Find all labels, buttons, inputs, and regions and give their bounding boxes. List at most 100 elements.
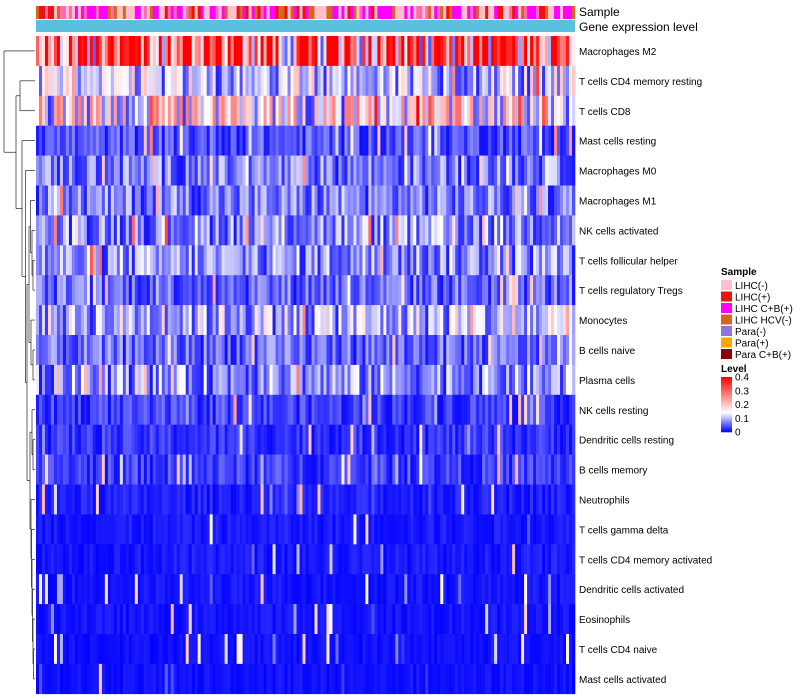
heatmap-cell: [377, 305, 381, 336]
heatmap-cell: [140, 454, 145, 485]
sample-annotation-cell: [242, 6, 246, 19]
heatmap-cell: [239, 305, 243, 336]
heatmap-cell: [218, 454, 222, 485]
heatmap-cell: [374, 275, 378, 306]
heatmap-cell: [374, 305, 378, 336]
heatmap-cell: [371, 95, 375, 126]
heatmap-cell: [287, 125, 291, 156]
heatmap-cell: [506, 155, 510, 186]
heatmap-cell: [233, 424, 237, 455]
heatmap-cell: [419, 95, 423, 126]
heatmap-cell: [332, 544, 336, 575]
heatmap-cell: [113, 65, 118, 97]
heatmap-cell: [80, 95, 85, 126]
heatmap-cell: [149, 364, 154, 396]
heatmap-cell: [365, 185, 369, 216]
heatmap-cell: [281, 364, 285, 396]
heatmap-cell: [218, 574, 222, 605]
heatmap-cell: [185, 185, 190, 216]
heatmap-cell: [83, 514, 88, 545]
heatmap-cell: [44, 544, 49, 575]
sample-annotation-cell: [122, 6, 127, 19]
heatmap-cell: [371, 36, 375, 67]
heatmap-cell: [524, 634, 528, 665]
heatmap-cell: [353, 95, 357, 126]
heatmap-cell: [368, 155, 372, 186]
heatmap-cell: [371, 185, 375, 216]
heatmap-cell: [389, 275, 393, 306]
sample-annotation-cell: [206, 6, 210, 19]
heatmap-cell: [338, 544, 342, 575]
heatmap-cell: [509, 215, 513, 246]
sample-annotation-cell: [89, 6, 94, 19]
heatmap-cell: [458, 663, 462, 695]
heatmap-cell: [263, 454, 267, 485]
heatmap-cell: [461, 604, 465, 635]
heatmap-cell: [215, 484, 219, 515]
heatmap-cell: [371, 335, 375, 366]
heatmap-cell: [257, 364, 261, 396]
heatmap-cell: [119, 454, 124, 485]
heatmap-cell: [245, 604, 249, 635]
heatmap-cell: [203, 514, 207, 545]
heatmap-cell: [446, 36, 450, 67]
heatmap-cell: [227, 65, 231, 97]
heatmap-cell: [506, 514, 510, 545]
heatmap-cell: [557, 155, 561, 186]
heatmap-cell: [143, 424, 148, 455]
heatmap-cell: [146, 335, 151, 366]
heatmap-cell: [209, 364, 213, 396]
heatmap-cell: [470, 65, 474, 97]
heatmap-cell: [380, 215, 384, 246]
heatmap-cell: [506, 65, 510, 97]
heatmap-cell: [227, 454, 231, 485]
sample-annotation-cell: [518, 6, 522, 19]
heatmap-cell: [44, 305, 49, 336]
heatmap-cell: [527, 604, 531, 635]
heatmap-cell: [350, 484, 354, 515]
heatmap-cell: [281, 634, 285, 665]
heatmap-cell: [68, 275, 73, 306]
heatmap-cell: [296, 215, 300, 246]
level-gradient-step: [721, 421, 732, 423]
heatmap-cell: [545, 574, 549, 605]
level-gradient-step: [721, 404, 732, 407]
heatmap-cell: [386, 65, 390, 97]
heatmap-cell: [386, 424, 390, 455]
heatmap-cell: [218, 663, 222, 695]
heatmap-cell: [365, 245, 369, 276]
heatmap-cell: [488, 424, 492, 455]
heatmap-cell: [272, 65, 276, 97]
heatmap-cell: [338, 424, 342, 455]
heatmap-cell: [422, 634, 426, 665]
heatmap-cell: [395, 215, 399, 246]
heatmap-cell: [74, 544, 79, 575]
heatmap-cell: [176, 484, 181, 515]
heatmap-cell: [524, 65, 528, 97]
heatmap-cell: [554, 634, 558, 665]
heatmap-cell: [314, 514, 318, 545]
heatmap-cell: [386, 574, 390, 605]
heatmap-cell: [236, 155, 240, 186]
heatmap-cell: [104, 544, 109, 575]
heatmap-cell: [539, 65, 543, 97]
heatmap-cell: [179, 394, 184, 425]
heatmap-cell: [461, 215, 465, 246]
heatmap-cell: [227, 185, 231, 216]
heatmap-cell: [437, 514, 441, 545]
heatmap-cell: [149, 36, 154, 67]
heatmap-cell: [335, 155, 339, 186]
heatmap-cell: [197, 574, 201, 605]
heatmap-cell: [59, 95, 64, 126]
heatmap-cell: [431, 155, 435, 186]
heatmap-cell: [440, 36, 444, 67]
heatmap-cell: [293, 663, 297, 695]
heatmap-cell: [116, 364, 121, 396]
heatmap-cell: [311, 634, 315, 665]
heatmap-cell: [302, 544, 306, 575]
heatmap-cell: [68, 125, 73, 156]
heatmap-cell: [95, 185, 100, 216]
heatmap-cell: [53, 544, 58, 575]
heatmap-cell: [308, 634, 312, 665]
heatmap-cell: [557, 125, 561, 156]
